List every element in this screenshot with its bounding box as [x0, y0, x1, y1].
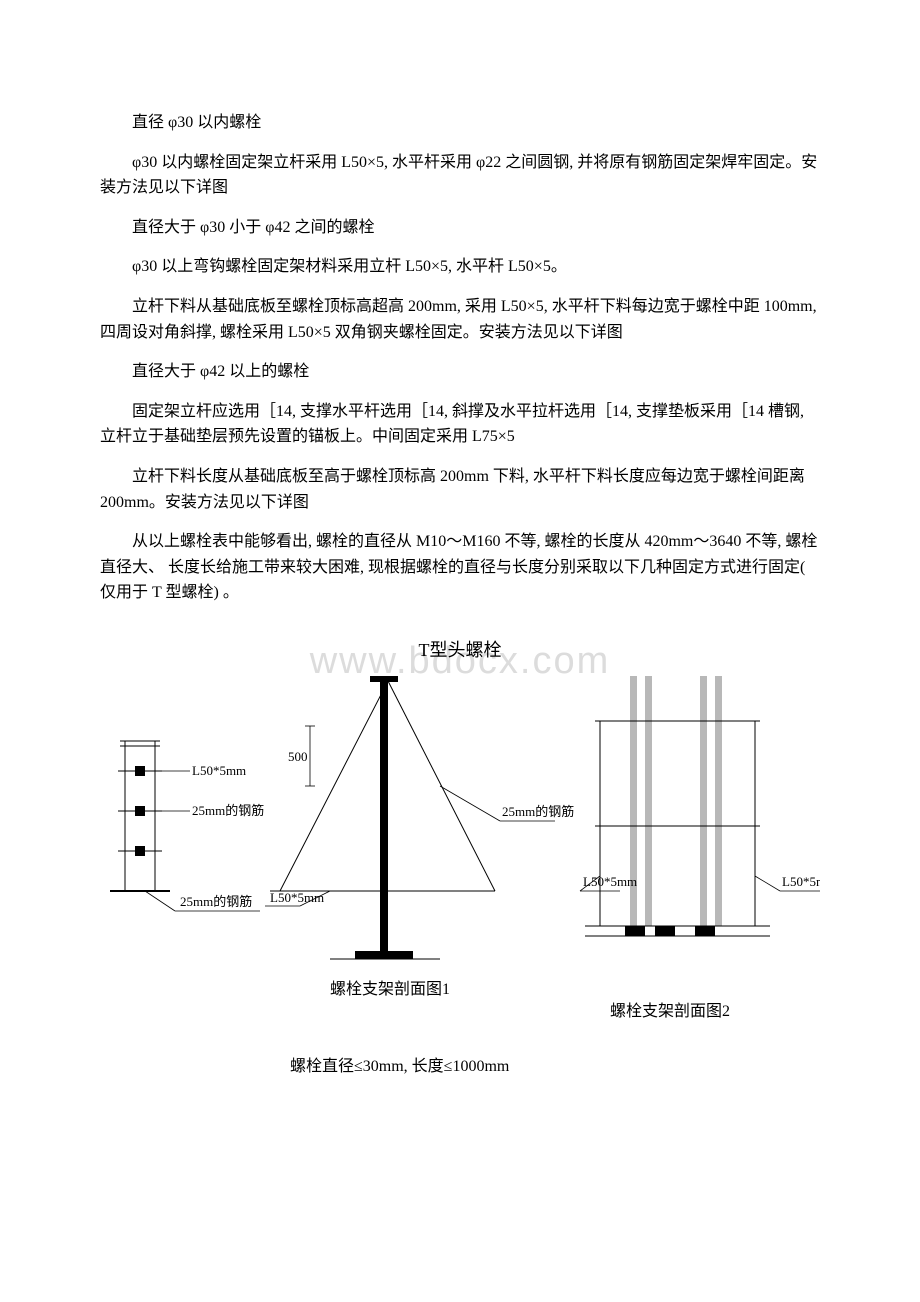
label-l50-right1: L50*5mm — [583, 874, 637, 889]
paragraph-1: 直径 φ30 以内螺栓 — [100, 110, 820, 136]
label-500: 500 — [288, 749, 308, 764]
label-25mm-mid: 25mm的钢筋 — [502, 804, 574, 819]
label-25mm-left: 25mm的钢筋 — [192, 803, 264, 818]
left-detail-group: L50*5mm 25mm的钢筋 25mm的钢筋 — [110, 741, 264, 911]
paragraph-8-text: 立杆下料长度从基础底板至高于螺栓顶标高 200mm 下料, 水平杆下料长度应每边… — [100, 468, 805, 511]
paragraph-7: 固定架立杆应选用［14, 支撑水平杆选用［14, 斜撑及水平拉杆选用［14, 支… — [100, 399, 820, 450]
paragraph-7-text: 固定架立杆应选用［14, 支撑水平杆选用［14, 斜撑及水平拉杆选用［14, 支… — [100, 403, 804, 446]
paragraph-8: 立杆下料长度从基础底板至高于螺栓顶标高 200mm 下料, 水平杆下料长度应每边… — [100, 464, 820, 515]
diagram-svg: L50*5mm 25mm的钢筋 25mm的钢筋 50 — [100, 626, 820, 1076]
paragraph-9-text: 从以上螺栓表中能够看出, 螺栓的直径从 M10～M160 不等, 螺栓的长度从 … — [100, 533, 817, 601]
paragraph-4: φ30 以上弯钩螺栓固定架材料采用立杆 L50×5, 水平杆 L50×5。 — [100, 254, 820, 280]
paragraph-6: 直径大于 φ42 以上的螺栓 — [100, 359, 820, 385]
paragraph-9: 从以上螺栓表中能够看出, 螺栓的直径从 M10～M160 不等, 螺栓的长度从 … — [100, 529, 820, 606]
label-l50-mid: L50*5mm — [270, 890, 324, 905]
label-25mm-bottom-left: 25mm的钢筋 — [180, 894, 252, 909]
label-l50-right2: L50*5mm — [782, 874, 820, 889]
paragraph-3: 直径大于 φ30 小于 φ42 之间的螺栓 — [100, 215, 820, 241]
caption-1: 螺栓支架剖面图1 — [330, 980, 450, 998]
paragraph-2-text: φ30 以内螺栓固定架立杆采用 L50×5, 水平杆采用 φ22 之间圆钢, 并… — [100, 154, 817, 197]
diagram-container: T型头螺栓 L50*5mm 25mm的钢筋 — [100, 626, 820, 1076]
middle-diagram-group: 500 25mm的钢筋 L50*5mm 螺栓支架剖面图1 — [265, 676, 574, 998]
label-l50-left: L50*5mm — [192, 763, 246, 778]
caption-2: 螺栓支架剖面图2 — [610, 1002, 730, 1020]
paragraph-5: 立杆下料从基础底板至螺栓顶标高超高 200mm, 采用 L50×5, 水平杆下料… — [100, 294, 820, 345]
right-diagram-group: L50*5mm L50*5mm 螺栓支架剖面图2 — [580, 676, 820, 1020]
diagram-bottom-text: 螺栓直径≤30mm, 长度≤1000mm — [290, 1057, 510, 1075]
paragraph-2: φ30 以内螺栓固定架立杆采用 L50×5, 水平杆采用 φ22 之间圆钢, 并… — [100, 150, 820, 201]
paragraph-5-text: 立杆下料从基础底板至螺栓顶标高超高 200mm, 采用 L50×5, 水平杆下料… — [100, 298, 817, 341]
